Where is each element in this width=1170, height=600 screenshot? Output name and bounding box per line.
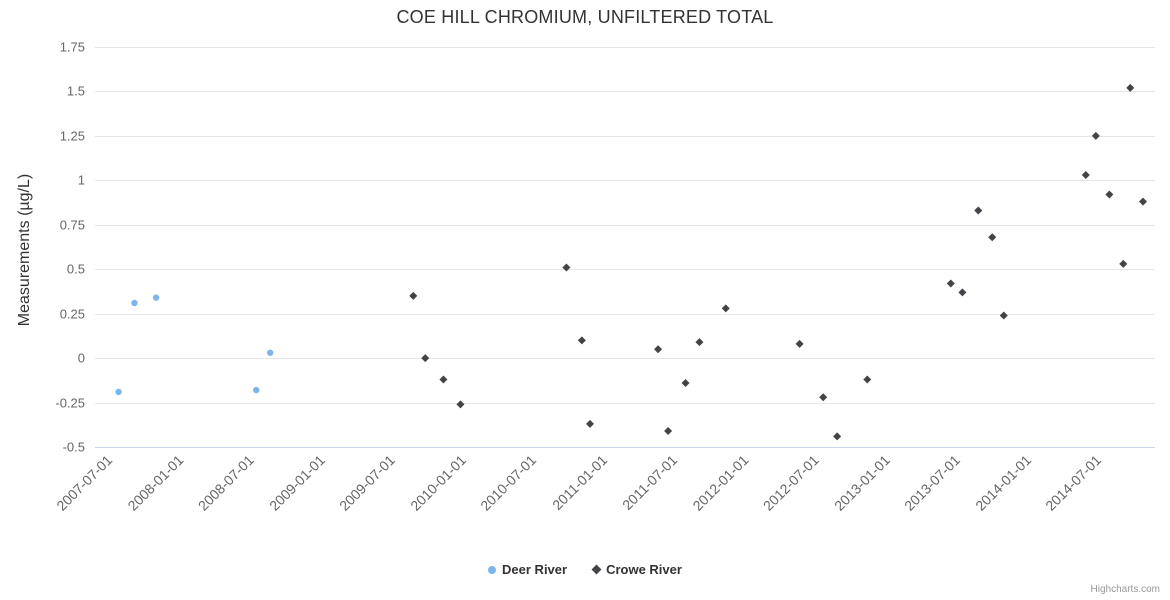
data-point-crowe-river[interactable] xyxy=(721,304,730,313)
y-axis-tick-label: -0.5 xyxy=(63,440,85,455)
data-point-crowe-river[interactable] xyxy=(1081,171,1090,179)
legend-item-deer-river[interactable]: Deer River xyxy=(488,562,567,577)
y-axis-tick-label: 0.5 xyxy=(67,262,85,277)
x-axis-tick-label: 2010-07-01 xyxy=(477,452,539,514)
x-axis-tick-label: 2008-01-01 xyxy=(124,452,186,514)
data-point-crowe-river[interactable] xyxy=(439,375,448,384)
crowe-river-marker-icon xyxy=(591,564,602,575)
data-point-crowe-river[interactable] xyxy=(586,419,595,428)
data-point-crowe-river[interactable] xyxy=(1105,190,1114,199)
legend-item-crowe-river[interactable]: Crowe River xyxy=(591,562,682,577)
data-point-deer-river[interactable] xyxy=(131,299,138,307)
data-point-deer-river[interactable] xyxy=(266,349,274,356)
data-point-crowe-river[interactable] xyxy=(695,338,704,347)
data-point-crowe-river[interactable] xyxy=(974,206,983,215)
y-axis-tick-label: 0.75 xyxy=(60,218,85,233)
data-point-deer-river[interactable] xyxy=(115,388,122,396)
x-axis-tick-label: 2011-07-01 xyxy=(619,452,680,513)
data-point-crowe-river[interactable] xyxy=(681,379,690,387)
plot-area: -0.5 -0.25 0 0.25 0.5 0.75 1 1.25 1.5 1.75 2007-07… xyxy=(53,40,1155,514)
y-axis-tick-label: -0.25 xyxy=(55,396,85,411)
data-point-crowe-river[interactable] xyxy=(819,393,828,402)
x-axis-tick-label: 2013-07-01 xyxy=(901,452,963,514)
x-axis-tick-label: 2007-07-01 xyxy=(53,452,115,514)
legend-label-crowe-river: Crowe River xyxy=(606,562,682,577)
data-point-crowe-river[interactable] xyxy=(999,311,1008,320)
x-axis-tick-label: 2009-01-01 xyxy=(266,452,328,514)
data-point-crowe-river[interactable] xyxy=(946,279,955,288)
data-point-crowe-river[interactable] xyxy=(1119,259,1128,268)
data-point-crowe-river[interactable] xyxy=(863,375,872,384)
x-axis-tick-label: 2014-01-01 xyxy=(972,452,1034,514)
data-point-crowe-river[interactable] xyxy=(456,400,465,409)
data-point-deer-river[interactable] xyxy=(253,386,260,394)
highcharts-credit[interactable]: Highcharts.com xyxy=(1090,584,1160,595)
legend-label-deer-river: Deer River xyxy=(502,562,568,577)
x-axis-tick-label: 2012-07-01 xyxy=(760,452,822,514)
data-point-crowe-river[interactable] xyxy=(664,427,673,435)
y-axis-tick-label: 1.25 xyxy=(60,129,85,144)
data-point-crowe-river[interactable] xyxy=(795,339,804,348)
y-axis-tick-label: 1 xyxy=(78,173,85,188)
data-point-crowe-river[interactable] xyxy=(421,354,430,363)
data-point-crowe-river[interactable] xyxy=(958,288,967,297)
data-point-crowe-river[interactable] xyxy=(1139,197,1148,206)
data-point-crowe-river[interactable] xyxy=(409,291,418,300)
x-axis-tick-label: 2013-01-01 xyxy=(831,452,893,514)
x-axis-tick-label: 2010-01-01 xyxy=(407,452,469,514)
x-axis-tick-label: 2009-07-01 xyxy=(336,452,398,514)
x-axis-tick-label: 2012-01-01 xyxy=(689,452,751,514)
y-axis-tick-label: 0.25 xyxy=(60,307,85,322)
data-point-crowe-river[interactable] xyxy=(577,336,586,345)
legend: Deer River Crowe River xyxy=(0,562,1170,577)
data-point-crowe-river[interactable] xyxy=(988,233,997,242)
deer-river-marker-icon xyxy=(488,565,497,574)
chart-title: COE HILL CHROMIUM, UNFILTERED TOTAL xyxy=(396,7,774,27)
data-point-crowe-river[interactable] xyxy=(833,432,842,441)
x-axis-tick-label: 2014-07-01 xyxy=(1042,452,1104,514)
data-point-deer-river[interactable] xyxy=(152,294,160,301)
data-point-crowe-river[interactable] xyxy=(654,345,663,354)
x-axis-tick-label: 2008-07-01 xyxy=(195,452,257,514)
data-point-crowe-river[interactable] xyxy=(1126,83,1135,92)
x-axis-tick-label: 2011-01-01 xyxy=(549,452,610,513)
data-point-crowe-river[interactable] xyxy=(1091,131,1100,140)
y-axis-tick-label: 1.5 xyxy=(67,84,85,99)
y-axis-tick-label: 0 xyxy=(78,351,85,366)
data-point-crowe-river[interactable] xyxy=(562,263,571,272)
y-axis-tick-label: 1.75 xyxy=(60,40,85,55)
